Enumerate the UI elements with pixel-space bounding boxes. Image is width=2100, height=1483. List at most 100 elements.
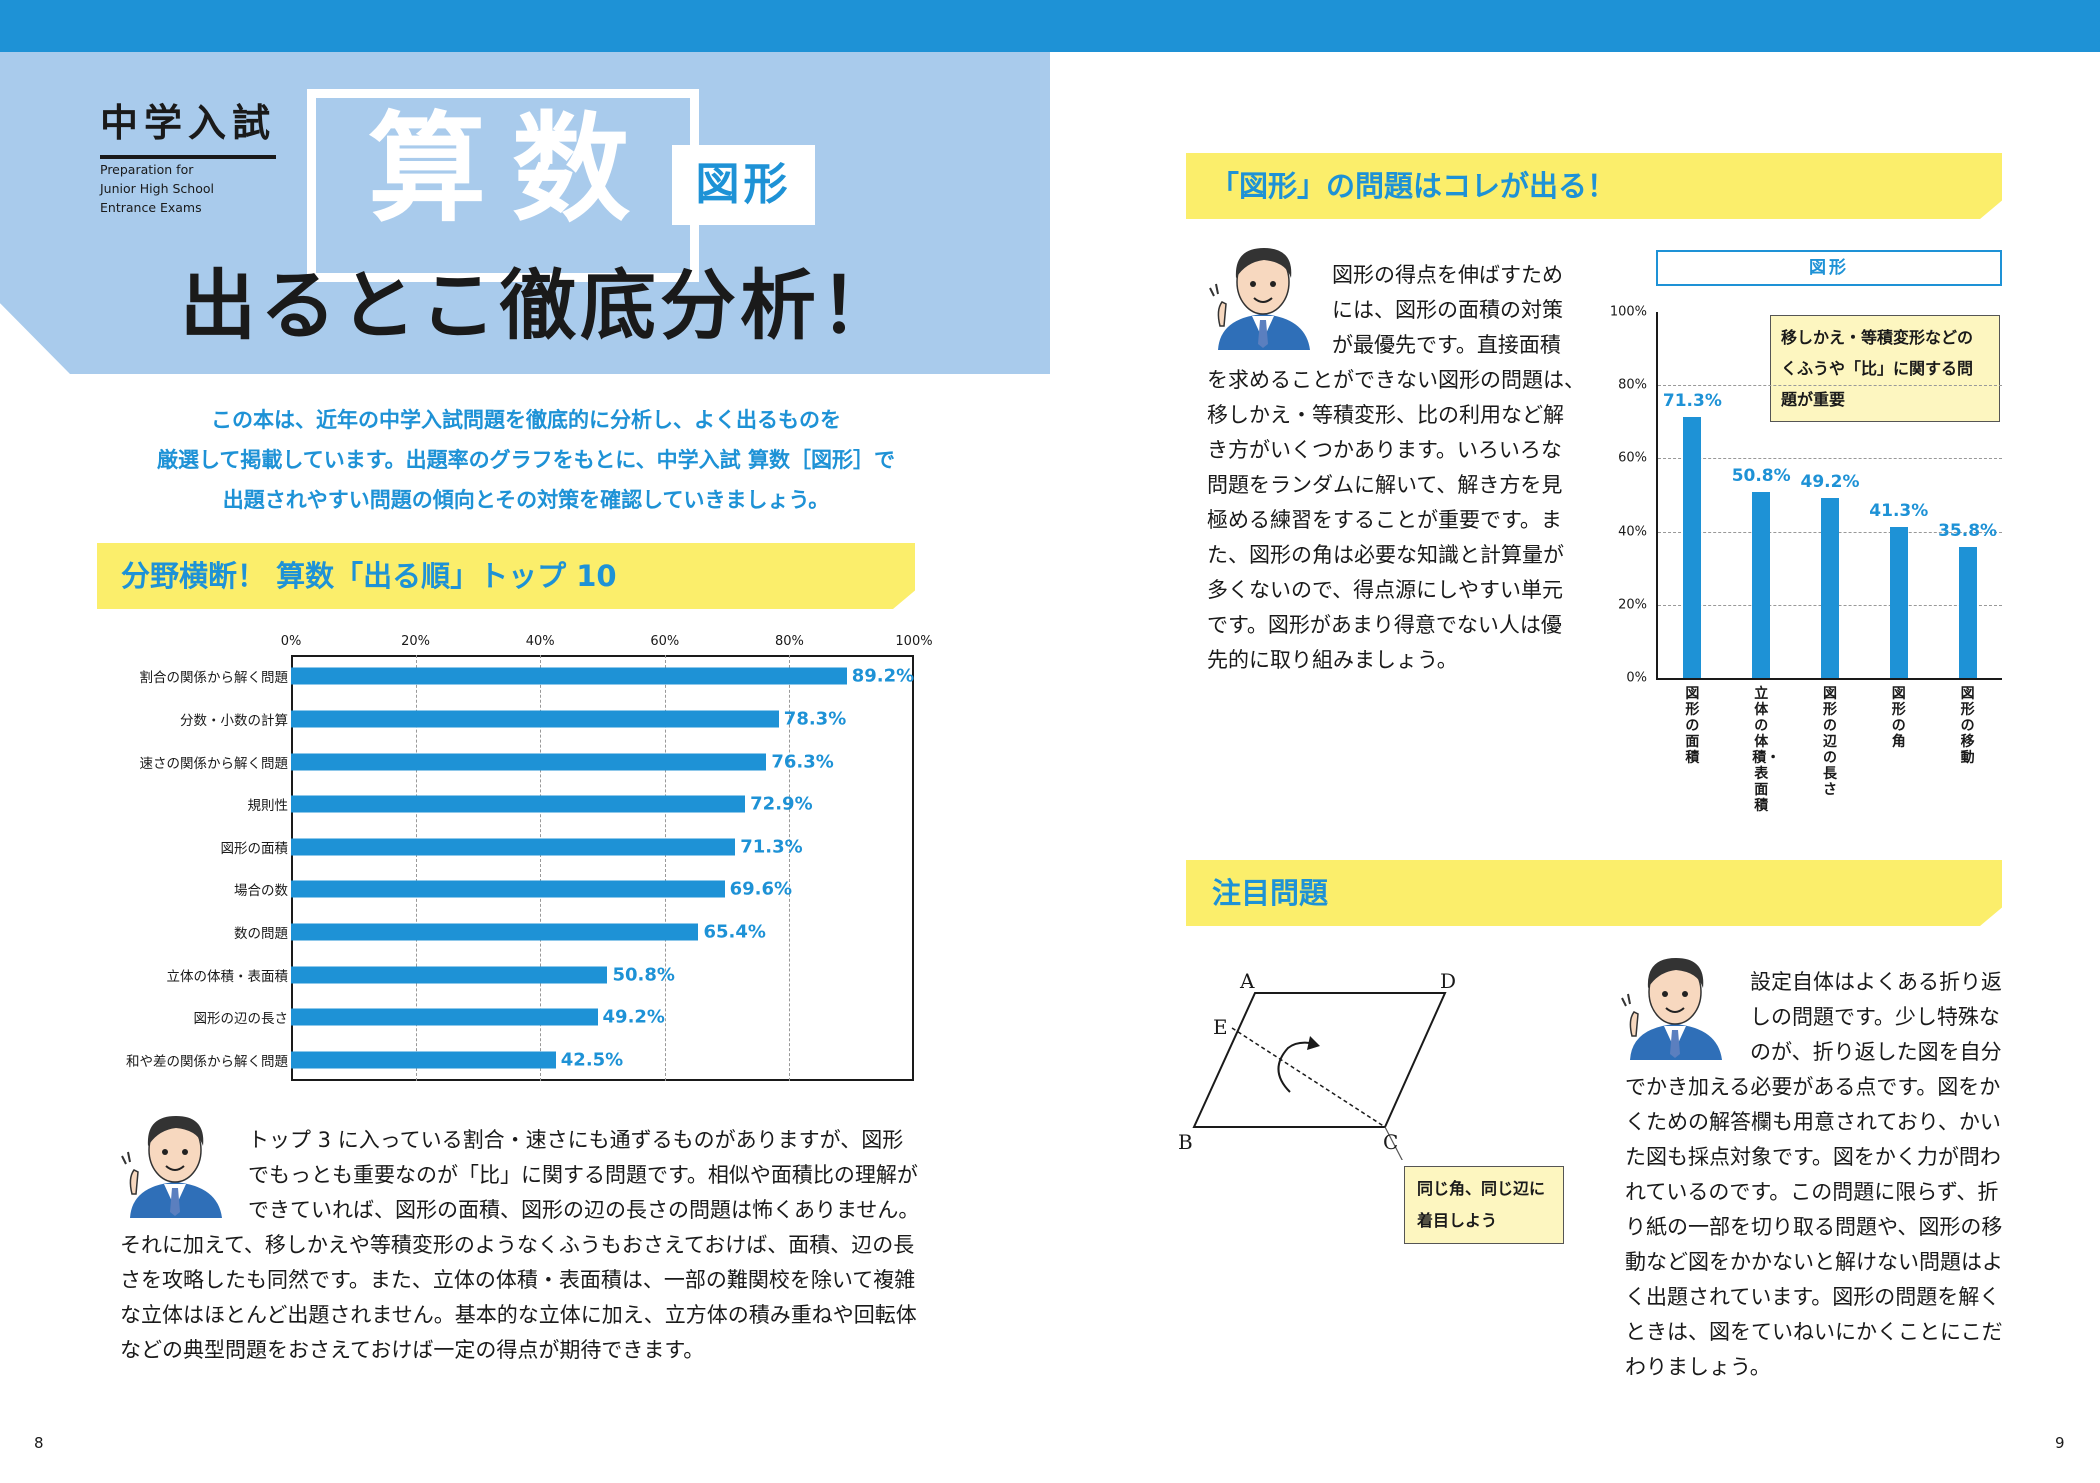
- y-tick-label: 80%: [1618, 377, 1647, 393]
- bar: [1958, 546, 1977, 678]
- notable-text-line: わりましょう。: [1625, 1355, 1771, 1379]
- category-label: 図形の移動: [1960, 686, 1975, 766]
- intro-line: 厳選して掲載しています。出題率のグラフをもとに、中学入試 算数［図形］で: [157, 448, 895, 472]
- category-label: 図形の面積: [220, 840, 289, 857]
- notable-text-line: く出題されています。図形の問題を解く: [1625, 1285, 2001, 1309]
- value-label: 35.8%: [1938, 520, 1998, 541]
- annotation-line: 題が重要: [1781, 390, 1846, 409]
- notable-text-line: でかき加える必要がある点です。図をか: [1625, 1075, 2001, 1099]
- figure-text-line: 極める練習をすることが重要です。ま: [1207, 508, 1562, 532]
- commentary-line: トップ 3 に入っている割合・速さにも通ずるものがありますが、図形: [248, 1128, 904, 1152]
- vertex-label: A: [1240, 969, 1255, 993]
- notable-text-line: た図も採点対象です。図をかく力が問わ: [1625, 1145, 2001, 1169]
- x-tick-label: 0%: [280, 634, 302, 649]
- annotation-line: 移しかえ・等積変形などの: [1781, 328, 1974, 347]
- notable-text-lower: でかき加える必要がある点です。図をか くための解答欄も用意されており、かい た図…: [1625, 1070, 2003, 1385]
- category-label: 割合の関係から解く問題: [139, 670, 289, 687]
- value-label: 76.3%: [771, 751, 834, 772]
- top10-heading: 分野横断！ 算数「出る順」トップ 10: [97, 543, 915, 609]
- notable-text-upper: 設定自体はよくある折り返 しの問題です。少し特殊な のが、折り返した図を自分: [1750, 965, 2002, 1070]
- y-tick-label: 40%: [1618, 524, 1647, 540]
- value-label: 49.2%: [1800, 471, 1860, 492]
- figure-text-line: 図形の得点を伸ばすため: [1332, 263, 1563, 287]
- category-label: 規則性: [247, 798, 289, 815]
- figure-text-line: を求めることができない図形の問題は、: [1207, 368, 1585, 392]
- value-label: 50.8%: [1731, 466, 1791, 487]
- hero-background: [0, 52, 1050, 374]
- chart-axes: [1656, 312, 2002, 680]
- intro-paragraph: この本は、近年の中学入試問題を徹底的に分析し、よく出るものを 厳選して掲載してい…: [98, 400, 954, 520]
- x-tick-label: 100%: [895, 634, 933, 649]
- figure-text-lower: を求めることができない図形の問題は、 移しかえ・等積変形、比の利用など解 き方が…: [1207, 363, 1585, 678]
- commentary-line: な立体はほとんど出題されません。基本的な立体に加え、立方体の積み重ねや回転体: [120, 1303, 917, 1327]
- teacher-avatar: [118, 1108, 233, 1218]
- x-tick-label: 60%: [650, 634, 680, 649]
- category-label: 立体の体積・表面積: [166, 968, 289, 985]
- y-tick-label: 60%: [1618, 450, 1647, 466]
- chart-frame: [291, 655, 914, 1081]
- notable-text-line: 動など図をかかないと解けない問題はよ: [1625, 1250, 2003, 1274]
- category-label: 立体の体積・表面積: [1752, 686, 1781, 814]
- bar: [1889, 526, 1908, 678]
- value-label: 72.9%: [750, 793, 813, 815]
- bar: [291, 880, 725, 898]
- category-label: 和や差の関係から解く問題: [126, 1053, 288, 1070]
- category-label: 図形の辺の長さ: [1823, 686, 1837, 798]
- grid-line: [1658, 458, 2002, 460]
- bar: [291, 838, 736, 856]
- value-label: 49.2%: [602, 1006, 665, 1028]
- y-tick-label: 100%: [1609, 304, 1647, 320]
- bar: [291, 667, 847, 685]
- notable-problem-heading: 注目問題: [1186, 860, 2002, 926]
- diagram-svg: [1192, 992, 1447, 1176]
- value-label: 42.5%: [560, 1049, 624, 1071]
- note-line: 着目しよう: [1417, 1211, 1498, 1230]
- figure-text-line: です。図形があまり得意でない人は優: [1207, 613, 1562, 637]
- figure-text-line: 多くないので、得点源にしやすい単元: [1207, 578, 1563, 602]
- grid-line: [540, 655, 542, 1081]
- prep-line: Junior High School: [100, 181, 214, 196]
- value-label: 71.3%: [740, 836, 803, 858]
- category-label: 図形の角: [1891, 686, 1906, 750]
- vertex-label: E: [1213, 1015, 1228, 1039]
- teacher-avatar: [1206, 240, 1321, 350]
- commentary-line: できていれば、図形の面積、図形の辺の長さの問題は怖くありません。: [248, 1198, 920, 1222]
- category-label: 分数・小数の計算: [180, 712, 288, 729]
- notable-text-line: り紙の一部を切り取る問題や、図形の移: [1625, 1215, 2003, 1239]
- preparation-caption: Preparation for Junior High School Entra…: [100, 160, 240, 217]
- bar: [1821, 497, 1839, 678]
- figure-text-upper: 図形の得点を伸ばすため には、図形の面積の対策 が最優先です。直接面積: [1332, 258, 1563, 363]
- notable-text-line: ときは、図をていねいにかくことにこだ: [1625, 1320, 2003, 1344]
- bar: [291, 966, 608, 983]
- vertex-label: C: [1383, 1130, 1399, 1154]
- bar: [291, 795, 746, 813]
- figure-text-line: 移しかえ・等積変形、比の利用など解: [1207, 403, 1564, 427]
- figure-text-line: には、図形の面積の対策: [1332, 298, 1563, 322]
- value-label: 50.8%: [612, 964, 675, 985]
- vertex-label: B: [1178, 1130, 1193, 1154]
- figure-text-line: た、図形の角は必要な知識と計算量が: [1207, 543, 1564, 567]
- bar: [291, 1008, 598, 1026]
- intro-line: この本は、近年の中学入試問題を徹底的に分析し、よく出るものを: [211, 408, 841, 432]
- value-label: 71.3%: [1662, 391, 1722, 412]
- vertex-label: D: [1440, 969, 1457, 993]
- chart-title: 図形: [1656, 250, 2002, 286]
- bar: [291, 753, 767, 770]
- hint-note: 同じ角、同じ辺に 着目しよう: [1404, 1166, 1564, 1244]
- figure-text-line: 問題をランダムに解いて、解き方を見: [1207, 473, 1563, 497]
- page-number-left: 8: [34, 1434, 44, 1452]
- figure-text-line: 先的に取り組みましょう。: [1207, 648, 1458, 672]
- bar: [291, 710, 779, 728]
- exam-badge: 中学入試: [100, 92, 277, 159]
- grid-line: [789, 655, 791, 1081]
- annotation-line: くふうや「比」に関する問: [1781, 359, 1974, 378]
- y-tick-label: 20%: [1618, 597, 1647, 613]
- figure-bar-chart: 図形 移しかえ・等積変形などの くふうや「比」に関する問 題が重要 100% 80…: [1600, 240, 2010, 820]
- bar: [1752, 492, 1771, 678]
- category-label: 図形の面積: [1685, 686, 1700, 766]
- commentary-line: などの典型問題をおさえておけば一定の得点が期待できます。: [120, 1338, 705, 1362]
- note-line: 同じ角、同じ辺に: [1417, 1179, 1546, 1198]
- notable-text-line: 設定自体はよくある折り返: [1750, 970, 2002, 994]
- x-tick-label: 20%: [401, 634, 431, 649]
- parallelogram-diagram: A D E B C: [1178, 960, 1460, 1176]
